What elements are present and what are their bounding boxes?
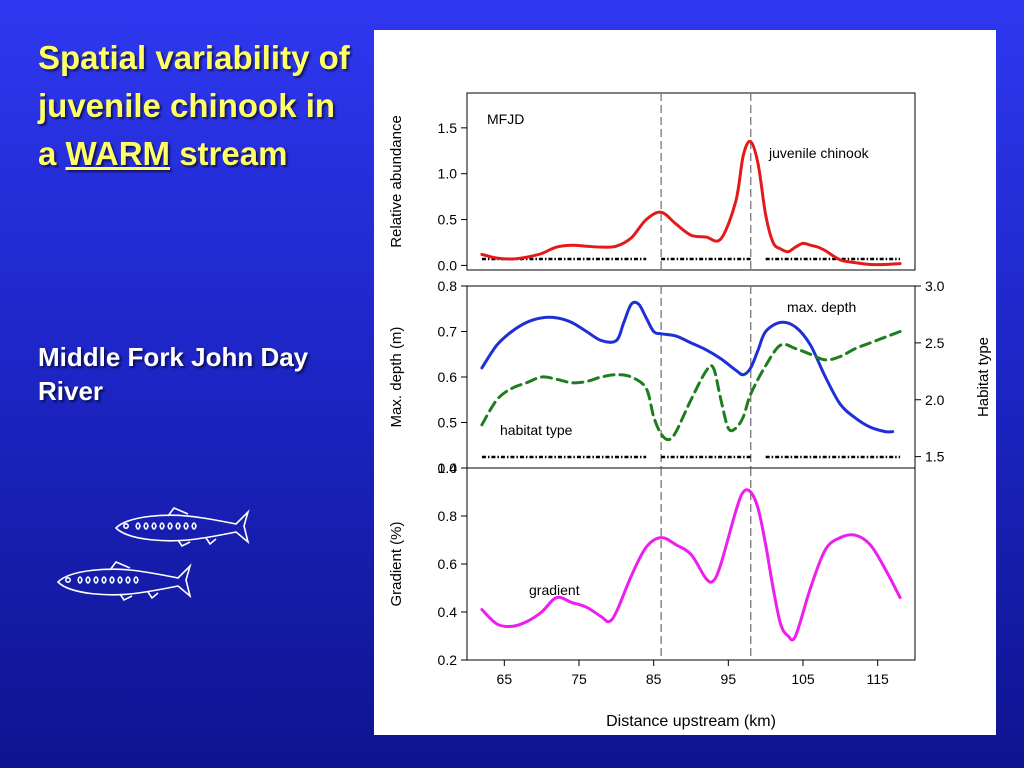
x-tick-label: 95 xyxy=(721,671,737,687)
series-label-habitat-type: habitat type xyxy=(500,422,573,438)
series-line-gradient xyxy=(480,488,902,642)
x-axis-label: Distance upstream (km) xyxy=(606,713,776,730)
chart-panel: 0.0 0.5 1.0 1.5 Relative abundance 0.4 0.5 0.6 0… xyxy=(374,30,996,735)
y2-tick-label: 1.5 xyxy=(925,449,945,465)
y-tick-label: 1.0 xyxy=(438,460,458,476)
chart-panel-1: 0.0 0.5 1.0 1.5 Relative abundance xyxy=(388,92,916,273)
x-tick-label: 75 xyxy=(571,671,587,687)
series-label-max-depth: max. depth xyxy=(787,299,856,315)
plot-frame xyxy=(466,92,916,271)
series-label-juvenile-chinook: juvenile chinook xyxy=(768,145,870,161)
fish-icon xyxy=(114,507,250,548)
y-tick-label: 0.5 xyxy=(438,212,458,228)
y-tick-label: 0.2 xyxy=(438,652,458,668)
y-tick-label: 1.5 xyxy=(438,120,458,136)
y-axis-label: Gradient (%) xyxy=(388,521,405,606)
series-line-habitat-type xyxy=(480,330,902,442)
y-tick-label: 0.4 xyxy=(438,604,458,620)
slide-subtitle: Middle Fork John Day River xyxy=(38,342,309,406)
fish-icon xyxy=(56,561,192,602)
y-tick-label: 0.8 xyxy=(438,508,458,524)
y-axis-label: Relative abundance xyxy=(388,115,405,248)
y-tick-label: 0.6 xyxy=(438,369,458,385)
y-tick-label: 0.7 xyxy=(438,324,458,340)
chart-panel-2: 0.4 0.5 0.6 0.7 0.8 Max. depth (m) 1.5 2.0 2.5 3.… xyxy=(388,278,992,476)
slide-title: Spatial variability of juvenile chinook … xyxy=(38,34,358,178)
x-tick-label: 85 xyxy=(646,671,662,687)
y2-tick-label: 2.0 xyxy=(925,392,945,408)
y2-axis-label: Habitat type xyxy=(975,337,992,417)
y-axis-label: Max. depth (m) xyxy=(388,327,405,428)
y2-tick-label: 2.5 xyxy=(925,335,945,351)
y2-tick-label: 3.0 xyxy=(925,278,945,294)
title-text-1: Spatial variability of juvenile chinook … xyxy=(38,39,350,172)
title-warm: WARM xyxy=(65,135,171,172)
y-tick-label: 0.5 xyxy=(438,415,458,431)
y-tick-label: 0.0 xyxy=(438,257,458,273)
chart-panel-3: 0.2 0.4 0.6 0.8 1.0 Gradient (%) 65 75 85 95 105 11… xyxy=(388,460,916,730)
x-tick-label: 105 xyxy=(791,671,815,687)
y-tick-label: 0.8 xyxy=(438,278,458,294)
x-tick-label: 115 xyxy=(867,671,890,687)
y-tick-label: 0.4 xyxy=(438,460,458,476)
y-tick-label: 1.0 xyxy=(438,166,458,182)
series-line-max-depth xyxy=(480,300,895,434)
x-tick-label: 65 xyxy=(497,671,513,687)
plot-frame xyxy=(466,467,916,661)
y-tick-label: 0.6 xyxy=(438,556,458,572)
site-label: MFJD xyxy=(487,111,524,127)
fish-illustration xyxy=(56,507,250,602)
series-line-juvenile-chinook xyxy=(480,139,902,267)
series-label-gradient: gradient xyxy=(529,582,580,598)
title-text-2: stream xyxy=(179,135,288,172)
